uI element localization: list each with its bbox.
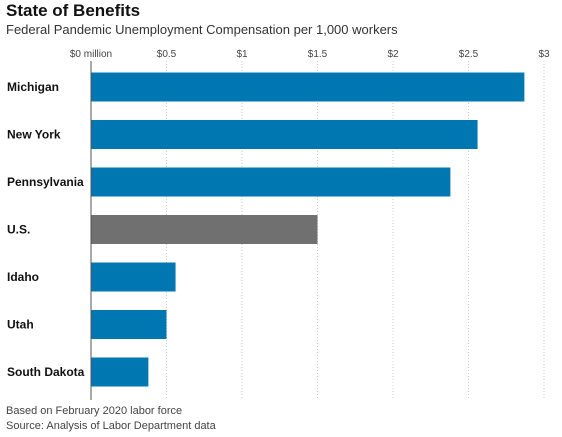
bar-u-s (91, 215, 318, 244)
x-tick-label: $0 million (70, 49, 112, 60)
bar-new-york (91, 120, 478, 149)
x-tick-label: $1 (236, 49, 248, 60)
bar-pennsylvania (91, 167, 451, 197)
category-label: Utah (7, 318, 34, 332)
bar-chart: $0 million $0.5 $1 $1.5 $2 $2.5 $3 Michigan New … (7, 49, 550, 400)
category-label: Michigan (7, 80, 59, 94)
category-label: New York (7, 128, 61, 142)
category-label: U.S. (7, 223, 30, 237)
x-tick-label: $2.5 (459, 49, 479, 60)
category-label: Pennsylvania (7, 175, 84, 189)
bar-utah (91, 310, 167, 339)
category-label: Idaho (7, 270, 39, 284)
bar-michigan (91, 72, 525, 102)
x-tick-label: $2 (387, 49, 399, 60)
chart-subtitle: Federal Pandemic Unemployment Compensati… (6, 22, 398, 37)
x-tick-label: $3 (538, 49, 550, 60)
bar-south-dakota (91, 357, 149, 387)
x-tick-label: $1.5 (308, 49, 328, 60)
bar-idaho (91, 262, 176, 292)
x-tick-label: $0.5 (157, 49, 177, 60)
chart-title: State of Benefits (6, 1, 141, 20)
footnote-labor-force: Based on February 2020 labor force (6, 405, 183, 417)
footnote-source: Source: Analysis of Labor Department dat… (6, 420, 216, 432)
category-label: South Dakota (7, 365, 85, 379)
